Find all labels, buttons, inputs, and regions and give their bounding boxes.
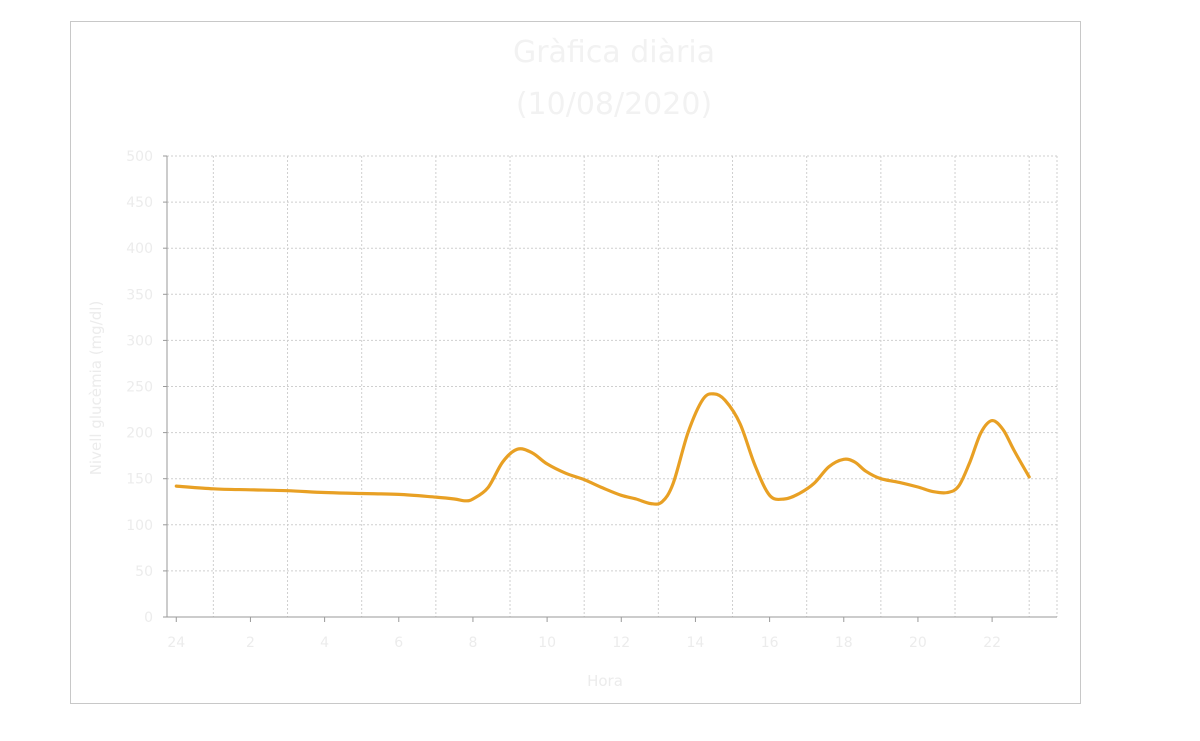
y-tick-label: 200	[126, 426, 153, 442]
chart-subtitle: (10/08/2020)	[516, 87, 712, 122]
y-tick-label: 400	[126, 241, 153, 257]
grid	[167, 155, 1058, 617]
y-tick-label: 150	[126, 472, 153, 488]
y-axis-title: Nivell glucèmia (mg/dl)	[87, 301, 105, 476]
y-tick-label: 500	[126, 149, 153, 165]
x-tick-label: 24	[167, 635, 185, 651]
y-tick-label: 450	[126, 195, 153, 211]
x-axis-title: Hora	[587, 672, 623, 690]
y-tick-label: 100	[126, 518, 153, 534]
x-tick-label: 4	[320, 635, 329, 651]
x-tick-label: 6	[394, 635, 403, 651]
x-tick-label: 8	[468, 635, 477, 651]
axes	[163, 155, 1057, 622]
y-tick-labels: 0 50 100 150 200 250 300 350 400 450 500	[126, 149, 153, 626]
x-tick-label: 12	[612, 635, 630, 651]
x-tick-label: 22	[983, 635, 1001, 651]
chart-frame: Gràfica diària (10/08/2020) 0 50 100 150 200…	[70, 21, 1081, 704]
y-tick-label: 300	[126, 333, 153, 349]
series-line	[174, 392, 1031, 506]
y-tick-label: 0	[144, 610, 153, 626]
series-layer	[174, 392, 1031, 506]
x-tick-label: 20	[909, 635, 927, 651]
x-tick-label: 16	[761, 635, 779, 651]
y-tick-label: 350	[126, 287, 153, 303]
y-tick-label: 250	[126, 380, 153, 396]
x-tick-label: 18	[835, 635, 853, 651]
line-chart: Gràfica diària (10/08/2020) 050100150200…	[87, 35, 1058, 690]
x-tick-labels: 24 2 4 6 8 10 12 14 16 18 20 22	[167, 635, 1001, 651]
x-tick-label: 10	[538, 635, 556, 651]
x-tick-label: 14	[687, 635, 705, 651]
chart-title: Gràfica diària	[513, 35, 715, 70]
y-tick-label: 50	[135, 564, 153, 580]
x-tick-label: 2	[246, 635, 255, 651]
